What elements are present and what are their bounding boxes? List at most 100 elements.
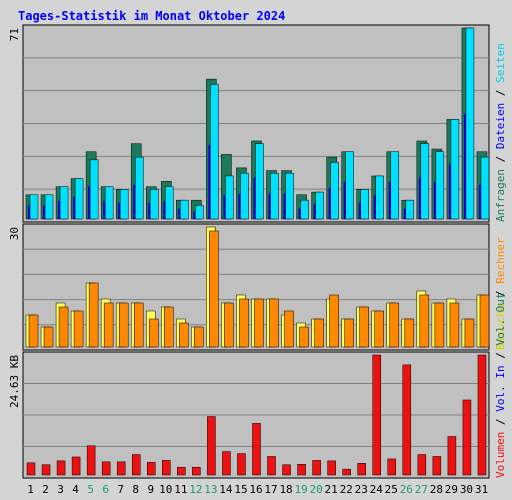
legend-top: Anfragen / Dateien / Seiten — [494, 43, 507, 222]
x-tick-label: 28 — [430, 483, 443, 496]
bar-volumen — [447, 436, 457, 476]
bar-volumen — [207, 416, 216, 476]
bar-dateien — [223, 195, 226, 219]
bar-volumen — [41, 464, 51, 476]
x-tick-label: 19 — [294, 483, 307, 496]
x-tick-label: 8 — [132, 483, 139, 496]
bar-rechner — [449, 302, 460, 348]
bar-seiten — [44, 194, 54, 220]
bar-dateien — [268, 193, 271, 219]
bar-dateien — [373, 195, 376, 219]
x-tick-label: 25 — [385, 483, 398, 496]
bar-rechner — [464, 318, 475, 348]
bar-volumen — [101, 461, 111, 476]
bar-rechner — [344, 318, 354, 348]
x-tick-label: 12 — [189, 483, 202, 496]
bar-rechner — [103, 302, 114, 348]
bar-volumen — [267, 456, 276, 476]
bar-rechner — [73, 310, 84, 348]
bar-rechner — [479, 294, 490, 348]
bar-volumen — [222, 451, 231, 476]
bar-seiten — [300, 199, 309, 220]
bar-volumen — [177, 466, 186, 476]
legend-entry: Vol. In — [494, 365, 507, 411]
bar-volumen — [312, 460, 321, 476]
x-tick-label: 30 — [460, 483, 473, 496]
bar-seiten — [330, 162, 339, 220]
panel-bottom: 24.63 KB — [8, 351, 490, 479]
bar-volumen — [282, 464, 291, 476]
bar-rechner — [179, 322, 189, 348]
bar-rechner — [28, 314, 39, 348]
bar-rechner — [149, 318, 159, 348]
bar-rechner — [329, 294, 339, 348]
x-tick-label: 16 — [249, 483, 262, 496]
bar-dateien — [208, 145, 211, 219]
x-tick-label: 4 — [72, 483, 79, 496]
x-tick-label: 11 — [174, 483, 187, 496]
bar-seiten — [345, 151, 354, 220]
bar-volumen — [297, 464, 306, 476]
panel-top: 71 — [8, 24, 490, 223]
bar-dateien — [478, 184, 481, 219]
bar-dateien — [43, 205, 46, 219]
x-tick-label: 22 — [340, 483, 353, 496]
x-tick-label: 27 — [415, 483, 428, 496]
bar-volumen — [417, 454, 427, 476]
bar-dateien — [433, 182, 436, 219]
x-tick-label: 26 — [400, 483, 413, 496]
x-tick-label: 29 — [445, 483, 458, 496]
right-legend: Anfragen / Dateien / Seiten Besuche / Rec… — [494, 43, 507, 478]
bar-rechner — [284, 310, 294, 348]
bar-volumen — [162, 460, 171, 476]
bar-volumen — [116, 461, 126, 476]
bar-rechner — [239, 298, 249, 348]
bar-seiten — [435, 151, 445, 220]
bar-volumen — [86, 445, 96, 476]
bar-seiten — [255, 143, 264, 220]
bar-rechner — [404, 318, 415, 348]
chart-panels: 71 30 24.63 KB — [8, 24, 490, 479]
bar-dateien — [148, 202, 151, 219]
bar-seiten — [134, 156, 144, 220]
bar-rechner — [254, 298, 264, 348]
bar-volumen — [432, 456, 442, 476]
bar-seiten — [210, 84, 219, 220]
bar-rechner — [374, 310, 384, 348]
bar-dateien — [163, 201, 166, 219]
bar-seiten — [195, 205, 204, 220]
bar-rechner — [194, 326, 204, 348]
bar-volumen — [131, 454, 141, 476]
legend-entry: / — [494, 284, 507, 304]
panel-middle: 30 — [8, 223, 490, 351]
y-max-label: 71 — [8, 28, 21, 41]
bar-volumen — [372, 354, 381, 476]
bar-volumen — [147, 462, 156, 476]
legend-bottom: Volumen / Vol. In / Vol. Out — [494, 293, 507, 478]
x-tick-label: 5 — [87, 483, 94, 496]
x-tick-label: 13 — [204, 483, 217, 496]
bar-volumen — [192, 466, 201, 476]
bar-seiten — [315, 191, 324, 220]
bar-rechner — [314, 318, 324, 348]
bar-dateien — [28, 205, 30, 219]
bar-dateien — [253, 177, 256, 219]
bar-rechner — [434, 302, 445, 348]
bar-dateien — [418, 177, 421, 219]
x-tick-label: 6 — [102, 483, 109, 496]
bar-seiten — [480, 156, 490, 220]
bar-seiten — [165, 186, 174, 220]
x-axis-labels: 1 2 3 4 5 6 7 8 9 10 11 12 13 14 15 16 17 18 19 20 21 22 23 24 2… — [27, 483, 488, 496]
bar-seiten — [225, 175, 234, 220]
bar-seiten — [375, 175, 384, 220]
bar-rechner — [419, 294, 430, 348]
bar-dateien — [448, 164, 451, 219]
bar-volumen — [56, 460, 66, 476]
legend-entry: / — [494, 83, 507, 103]
bar-seiten — [465, 27, 475, 220]
legend-middle: Besuche / Rechner — [494, 237, 507, 350]
x-tick-label: 17 — [264, 483, 277, 496]
bar-dateien — [73, 196, 76, 219]
legend-entry: Anfragen — [494, 169, 507, 222]
